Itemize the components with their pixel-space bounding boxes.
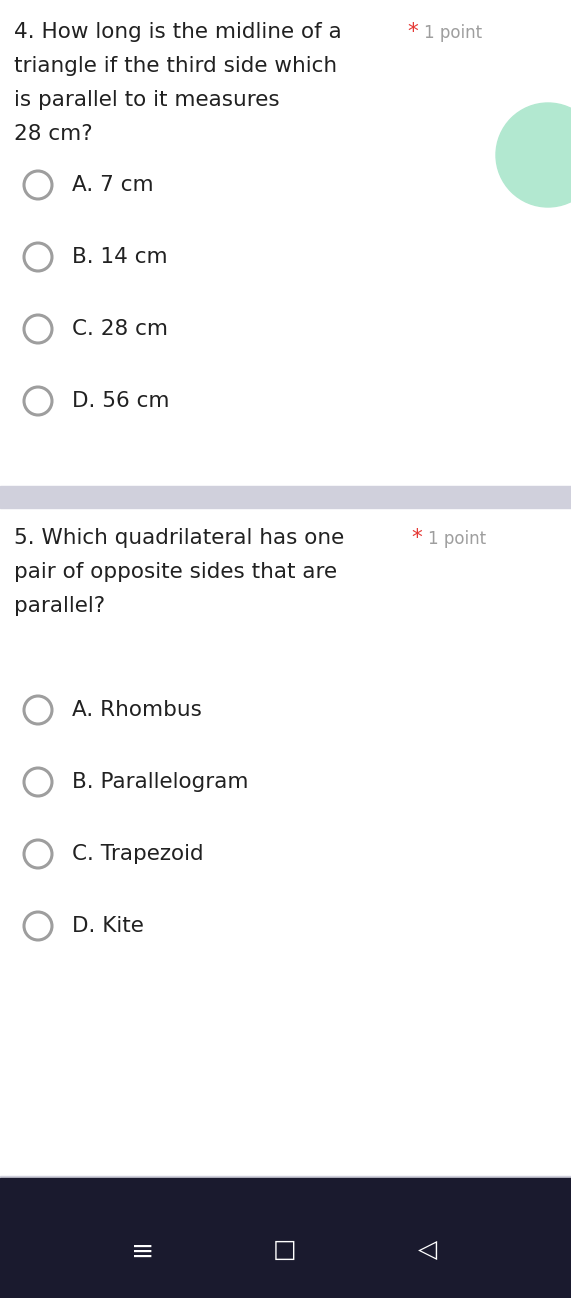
Text: C. 28 cm: C. 28 cm (72, 319, 168, 339)
Text: ≡: ≡ (131, 1238, 155, 1266)
Text: A. 7 cm: A. 7 cm (72, 175, 154, 195)
Bar (0, 485, 571, 508)
Text: 9-C: 9-C (521, 140, 547, 154)
Text: D. 56 cm: D. 56 cm (72, 391, 170, 411)
Text: B. 14 cm: B. 14 cm (72, 247, 168, 267)
Text: C. Trapezoid: C. Trapezoid (72, 844, 204, 864)
Text: pair of opposite sides that are: pair of opposite sides that are (14, 562, 337, 582)
Text: is parallel to it measures: is parallel to it measures (14, 90, 280, 110)
Bar (0, 1179, 571, 1298)
Text: □: □ (273, 1238, 297, 1262)
Text: ◁: ◁ (419, 1238, 437, 1262)
Text: *: * (411, 528, 422, 548)
Text: MA: MA (523, 161, 545, 174)
Bar (0, 1176, 571, 1190)
Text: 5. Which quadrilateral has one: 5. Which quadrilateral has one (14, 528, 344, 548)
Text: parallel?: parallel? (14, 596, 105, 617)
Text: 28 cm?: 28 cm? (14, 125, 93, 144)
Ellipse shape (496, 103, 571, 206)
Text: *: * (407, 22, 418, 42)
Text: D. Kite: D. Kite (72, 916, 144, 936)
Text: A. Rhombus: A. Rhombus (72, 700, 202, 720)
Text: 1 point: 1 point (424, 23, 482, 42)
Text: B. Parallelogram: B. Parallelogram (72, 772, 248, 792)
Text: 4. How long is the midline of a: 4. How long is the midline of a (14, 22, 342, 42)
Text: triangle if the third side which: triangle if the third side which (14, 56, 337, 77)
Text: 1 point: 1 point (428, 530, 486, 548)
